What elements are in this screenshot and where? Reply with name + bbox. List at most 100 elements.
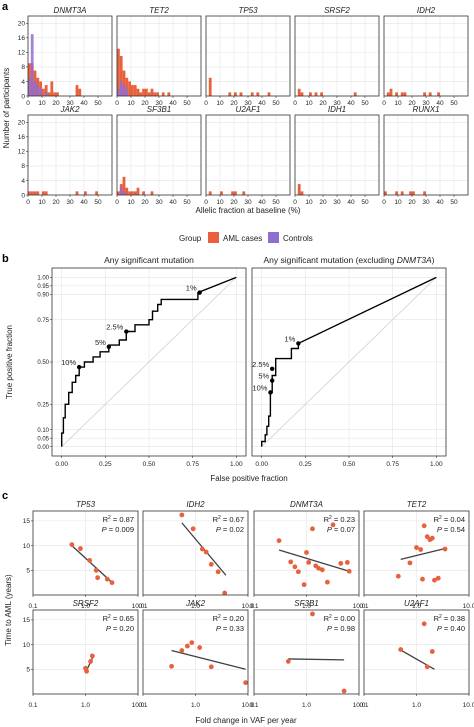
r-squared-label: R	[213, 515, 219, 524]
x-tick-label: 10	[216, 199, 224, 206]
data-point	[316, 565, 321, 571]
data-point	[344, 559, 350, 565]
bar-aml	[320, 92, 323, 96]
bar-aml	[128, 81, 131, 96]
data-point	[429, 535, 435, 541]
y-tick-label: 10	[23, 543, 31, 550]
p-value-equals: =	[442, 525, 451, 534]
legend-swatch-aml	[208, 232, 219, 243]
r-squared-label: R	[103, 515, 109, 524]
bar-aml	[75, 191, 79, 195]
bar-aml	[220, 191, 223, 195]
x-tick-label: 0.25	[99, 461, 112, 468]
r-squared-equals: =	[442, 515, 451, 524]
facet-title: TET2	[407, 500, 427, 509]
bar-aml	[78, 88, 82, 96]
data-point	[324, 579, 330, 585]
threshold-point	[124, 329, 129, 334]
p-value-value: 0.98	[340, 624, 355, 633]
bar-aml	[84, 191, 87, 195]
bar-aml	[256, 92, 260, 96]
facet-title: U2AF1	[404, 599, 429, 608]
x-tick-label: 40	[80, 199, 88, 206]
x-tick-label: 1.0	[412, 603, 421, 610]
roc-title-part: Any significant mutation	[104, 255, 194, 265]
data-point	[341, 688, 347, 694]
data-point	[215, 569, 221, 575]
r-squared-stat: R2 = 0.65	[103, 614, 134, 623]
x-tick-label: 30	[333, 199, 341, 206]
facet-jak2: JAK2 0 10 20 30 40 50 0 4 8 12 16 20	[18, 105, 113, 206]
bar-aml	[409, 191, 412, 195]
facet-title: TET2	[149, 6, 169, 15]
facet-title: IDH1	[328, 105, 346, 114]
x-tick-label: 10	[127, 199, 135, 206]
x-tick-label: 0.00	[55, 461, 68, 468]
bar-aml	[395, 191, 398, 195]
x-tick-label: 30	[422, 100, 430, 107]
x-tick-label: 0.1	[359, 702, 368, 709]
data-point	[179, 648, 185, 653]
threshold-point	[269, 366, 275, 371]
x-tick-label: 30	[244, 100, 252, 107]
x-tick-label: 0.00	[255, 461, 268, 468]
threshold-label: 5%	[95, 338, 106, 347]
p-value-label: P	[102, 525, 107, 534]
x-tick-label: 0.1	[28, 603, 37, 610]
data-point	[83, 665, 88, 671]
facet-title: U2AF1	[236, 105, 261, 114]
r-squared-stat: R2 = 0.38	[434, 614, 465, 623]
x-tick-label: 20	[319, 199, 327, 206]
data-point	[243, 680, 248, 686]
x-tick-label: 40	[258, 199, 266, 206]
data-point	[276, 538, 282, 544]
data-point	[95, 575, 100, 581]
bar-aml	[412, 191, 415, 195]
r-squared-stat: R2 = 0.00	[324, 614, 355, 623]
threshold-point	[76, 364, 82, 370]
r-squared-value: 0.04	[450, 515, 465, 524]
data-point	[435, 575, 441, 581]
x-tick-label: 0.1	[138, 603, 147, 610]
x-tick-label: 0	[204, 100, 208, 107]
data-point	[169, 663, 174, 669]
bar-controls	[39, 88, 42, 96]
bar-aml	[117, 191, 120, 195]
data-point	[93, 567, 99, 573]
x-tick-label: 20	[52, 100, 60, 107]
x-tick-label: 0	[26, 100, 30, 107]
bar-aml	[384, 191, 387, 195]
x-tick-label: 10.0	[132, 603, 145, 610]
x-tick-label: 1.00	[230, 461, 243, 468]
x-tick-label: 20	[408, 100, 416, 107]
facet-title: JAK2	[185, 599, 206, 608]
bar-aml	[142, 191, 145, 195]
x-tick-label: 0	[382, 199, 386, 206]
x-tick-label: 1.0	[191, 603, 200, 610]
bar-aml	[208, 191, 212, 195]
roc-panel-2: 1% 2.5% 5% 10% Any significant mutation (exc…	[251, 255, 447, 468]
facet-title: IDH2	[417, 6, 436, 15]
data-point	[69, 542, 75, 547]
y-tick-label: 0.00	[37, 445, 49, 451]
legend-label-aml: AML cases	[223, 234, 262, 243]
x-tick-label: 50	[361, 199, 369, 206]
r-squared-label: R	[434, 614, 440, 623]
roc-title-part: )	[432, 255, 435, 265]
facet-srsf2: SRSF2 0 10 20 30 40 50	[293, 6, 380, 107]
bar-aml	[309, 92, 312, 96]
r-squared-equals: =	[111, 515, 120, 524]
x-tick-label: 1.0	[412, 702, 421, 709]
x-tick-label: 10	[38, 100, 46, 107]
x-tick-label: 30	[155, 199, 163, 206]
data-point	[304, 550, 309, 555]
x-tick-label: 10	[216, 100, 224, 107]
threshold-label: 5%	[258, 372, 269, 381]
roc-title-part: DNMT3A	[397, 255, 432, 265]
